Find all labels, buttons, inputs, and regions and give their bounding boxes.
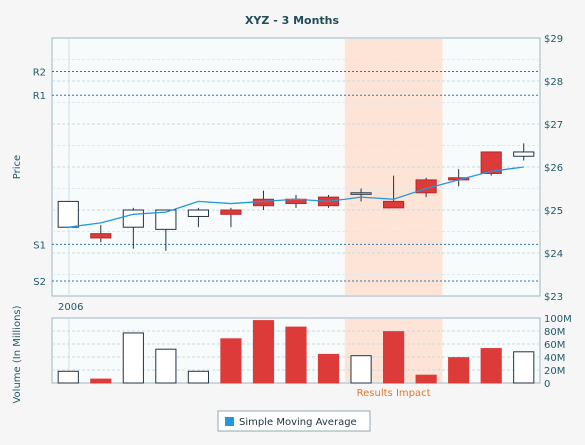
price-tick-label: $28	[544, 77, 563, 88]
candle-body	[57, 200, 79, 228]
price-axis-title: Price	[12, 155, 23, 179]
volume-bar	[448, 357, 470, 384]
price-tick-label: $27	[544, 120, 563, 131]
volume-bar	[122, 332, 144, 384]
volume-axis-title: Volume (In Millions)	[12, 305, 23, 403]
candle-body	[220, 209, 242, 215]
volume-bar	[285, 326, 307, 384]
volume-tick-label: 40M	[544, 353, 565, 364]
legend-swatch	[225, 417, 234, 426]
legend-box	[217, 410, 371, 432]
candle-body	[187, 209, 209, 217]
results-impact-label: Results Impact	[357, 388, 431, 399]
volume-bar	[383, 331, 405, 384]
reference-label-s2: S2	[33, 277, 46, 288]
volume-bar	[317, 353, 340, 384]
volume-bar	[57, 370, 79, 384]
price-tick-label: $26	[544, 163, 563, 174]
volume-tick-label: 80M	[544, 327, 565, 338]
volume-bar	[513, 351, 535, 384]
candle-body	[480, 151, 502, 174]
volume-bar	[252, 320, 275, 384]
price-tick-label: $25	[544, 206, 563, 217]
candle-body	[513, 151, 535, 157]
sma-line	[68, 166, 524, 228]
volume-tick-label: 0	[544, 379, 550, 390]
volume-tick-label: 20M	[544, 366, 565, 377]
legend-label: Simple Moving Average	[239, 417, 357, 428]
candle-body	[90, 233, 112, 239]
volume-bar	[187, 370, 209, 384]
candle-body	[122, 209, 144, 228]
volume-bar	[90, 378, 112, 384]
volume-bar	[350, 355, 372, 384]
reference-label-r2: R2	[33, 68, 46, 79]
reference-label-r1: R1	[33, 91, 46, 102]
volume-bar	[220, 338, 242, 384]
price-tick-label: $29	[544, 34, 563, 45]
volume-bar	[480, 348, 502, 384]
x-axis-label: 2006	[58, 302, 83, 313]
candle-body	[155, 209, 177, 230]
price-plot-area	[51, 37, 541, 297]
price-tick-label: $24	[544, 249, 563, 260]
volume-tick-label: 60M	[544, 340, 565, 351]
candle-body	[350, 192, 372, 195]
volume-bar	[415, 374, 437, 384]
volume-bar	[155, 348, 177, 384]
volume-tick-label: 100M	[544, 314, 572, 325]
candle-body	[383, 200, 405, 209]
reference-label-s1: S1	[33, 240, 46, 251]
price-tick-label: $23	[544, 292, 563, 303]
chart-title: XYZ - 3 Months	[245, 14, 340, 27]
